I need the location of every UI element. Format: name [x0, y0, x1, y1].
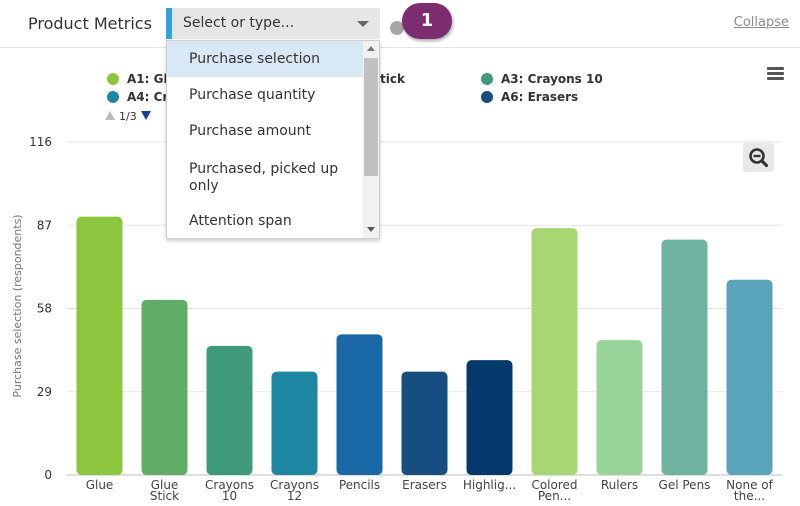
x-tick-label: Pen... [538, 489, 571, 503]
y-axis-ticks: 0 29 58 87 116 [29, 135, 52, 482]
bar[interactable] [726, 279, 773, 475]
legend-item-a4[interactable]: A4: Cra [107, 90, 176, 104]
dropdown-scrollbar[interactable] [363, 41, 379, 238]
y-tick-label: 87 [37, 218, 52, 232]
x-tick-label: Stick [150, 489, 179, 503]
legend-dot [107, 73, 119, 85]
bars [76, 216, 773, 475]
legend-item-a3[interactable]: A3: Crayons 10 [481, 72, 603, 86]
metric-select-placeholder: Select or type... [183, 15, 295, 31]
legend-next-icon[interactable] [140, 111, 151, 120]
x-tick-label: Highlig... [463, 478, 516, 492]
scroll-up-icon[interactable] [367, 46, 375, 51]
metric-select[interactable]: Select or type... [166, 8, 380, 39]
dropdown-option[interactable]: Purchase amount [189, 123, 312, 139]
x-tick-label: the... [734, 489, 765, 503]
bar[interactable] [141, 299, 188, 475]
legend-item-a1[interactable]: A1: Glu [107, 72, 176, 86]
legend-label: A1: Glu [127, 72, 177, 86]
zoom-out-button[interactable] [743, 143, 774, 172]
zoom-out-icon [749, 148, 769, 168]
callout-anchor-dot [390, 21, 404, 35]
bar[interactable] [661, 239, 708, 475]
scroll-thumb[interactable] [364, 58, 378, 176]
bar[interactable] [271, 371, 318, 475]
legend-label: A6: Erasers [501, 90, 579, 104]
header-bar: Product Metrics Select or type... 1 Coll… [0, 0, 800, 48]
x-tick-label: Erasers [402, 478, 447, 492]
x-tick-label: Pencils [339, 478, 380, 492]
bar[interactable] [206, 345, 253, 475]
x-tick-label: Crayons [205, 478, 254, 492]
legend-label: A3: Crayons 10 [501, 72, 603, 86]
legend-dot [481, 91, 493, 103]
legend-dot [481, 73, 493, 85]
legend-label: A4: Cra [127, 90, 177, 104]
step-badge: 1 [402, 3, 452, 39]
page-title: Product Metrics [28, 14, 152, 33]
dropdown-option[interactable]: Attention span [189, 213, 292, 229]
bar[interactable] [401, 371, 448, 475]
bar[interactable] [531, 228, 578, 475]
y-tick-label: 29 [37, 385, 52, 399]
x-tick-label: Gel Pens [659, 478, 711, 492]
chevron-down-icon [357, 21, 369, 27]
legend-item-a2[interactable]: tick [380, 72, 405, 86]
x-tick-label: Glue [151, 478, 179, 492]
x-tick-label: 10 [222, 489, 237, 503]
x-tick-label: 12 [287, 489, 302, 503]
x-tick-label: Glue [86, 478, 114, 492]
x-tick-label: Colored [531, 478, 577, 492]
collapse-link[interactable]: Collapse [733, 15, 789, 30]
legend-page: 1/3 [119, 110, 137, 123]
scroll-down-icon[interactable] [367, 227, 375, 232]
dropdown-option[interactable]: Purchase quantity [189, 87, 316, 103]
bar[interactable] [336, 334, 383, 475]
x-tick-label: Crayons [270, 478, 319, 492]
bar[interactable] [76, 216, 123, 475]
metric-dropdown-list: Purchase selection Purchase quantity Pur… [166, 40, 380, 239]
y-tick-label: 58 [37, 302, 52, 316]
dropdown-option[interactable]: Purchased, picked up only [189, 161, 339, 194]
y-tick-label: 116 [29, 135, 52, 149]
dropdown-option[interactable]: Purchase selection [167, 41, 363, 77]
y-axis-title: Purchase selection (respondents) [11, 214, 24, 397]
legend-pagination: 1/3 [105, 110, 151, 123]
bar[interactable] [466, 360, 513, 475]
hamburger-menu-icon[interactable] [767, 67, 784, 81]
x-tick-label: None of [726, 478, 773, 492]
legend-prev-icon[interactable] [105, 111, 115, 120]
legend-item-a6[interactable]: A6: Erasers [481, 90, 578, 104]
bar[interactable] [596, 340, 643, 475]
y-tick-label: 0 [44, 468, 52, 482]
x-tick-label: Rulers [601, 478, 638, 492]
legend-dot [107, 91, 119, 103]
legend-label: tick [380, 72, 405, 86]
